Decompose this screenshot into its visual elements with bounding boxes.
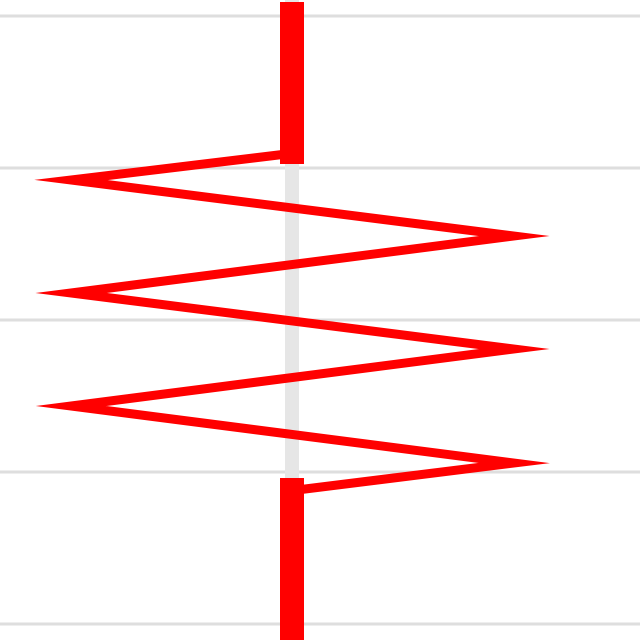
resistor-zigzag [34, 147, 550, 497]
resistor-symbol [34, 2, 550, 640]
